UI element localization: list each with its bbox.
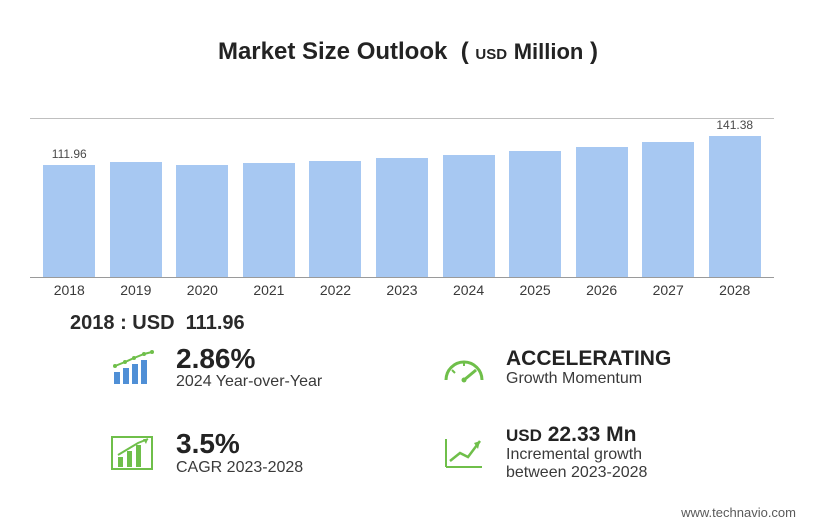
bar-col: 141.38 — [701, 136, 768, 277]
stat-incremental-amount: 22.33 Mn — [548, 423, 637, 446]
arrow-up-icon — [440, 433, 488, 473]
bar — [110, 162, 162, 277]
stats-grid: 2.86% 2024 Year-over-Year ACCELERATING G… — [110, 344, 750, 482]
baseline-text: 2018 : USD 111.96 — [70, 312, 245, 335]
bar-col — [502, 151, 569, 278]
bar — [576, 147, 628, 278]
growth-chart-icon — [110, 433, 158, 473]
baseline-year: 2018 — [70, 312, 115, 334]
bar-col — [435, 155, 502, 278]
bar — [443, 155, 495, 278]
title-unit: Million — [514, 39, 584, 64]
bar — [176, 165, 228, 278]
x-tick: 2028 — [701, 282, 768, 298]
stat-incremental-prefix: USD — [506, 426, 542, 445]
x-tick: 2019 — [103, 282, 170, 298]
bar-col — [635, 142, 702, 278]
bar-value-label: 111.96 — [52, 147, 87, 161]
x-tick: 2018 — [36, 282, 103, 298]
stat-incremental-label1: Incremental growth — [506, 446, 647, 464]
bar-col — [369, 158, 436, 277]
stat-incremental-text: USD 22.33 Mn Incremental growth between … — [506, 423, 647, 482]
title-main: Market Size Outlook — [218, 38, 447, 65]
stat-incremental-value: USD 22.33 Mn — [506, 423, 647, 446]
x-tick: 2023 — [369, 282, 436, 298]
bar-col — [103, 162, 170, 277]
stat-yoy-value: 2.86% — [176, 344, 322, 373]
stat-yoy: 2.86% 2024 Year-over-Year — [110, 344, 420, 391]
bar — [309, 161, 361, 277]
stat-incremental-label2: between 2023-2028 — [506, 464, 647, 482]
x-tick: 2020 — [169, 282, 236, 298]
bar-col — [169, 165, 236, 278]
x-tick: 2021 — [236, 282, 303, 298]
baseline-value: 111.96 — [186, 312, 245, 334]
bar — [43, 165, 95, 277]
bar — [243, 163, 295, 277]
bar-col — [236, 163, 303, 277]
bar-value-label: 141.38 — [716, 118, 753, 132]
stat-yoy-label: 2024 Year-over-Year — [176, 373, 322, 391]
baseline-sep: : — [120, 312, 127, 334]
baseline-currency: USD — [132, 312, 174, 334]
x-tick: 2022 — [302, 282, 369, 298]
bar — [509, 151, 561, 278]
stat-yoy-text: 2.86% 2024 Year-over-Year — [176, 344, 322, 391]
gauge-icon — [440, 348, 488, 388]
x-tick: 2026 — [568, 282, 635, 298]
bar-col — [302, 161, 369, 277]
bars-container: 111.96 141.38 — [30, 118, 774, 277]
stat-cagr-label: CAGR 2023-2028 — [176, 459, 303, 477]
bar-chart: 111.96 141.38 — [30, 118, 774, 278]
footer-source: www.technavio.com — [681, 505, 796, 520]
bar-trend-icon — [110, 348, 158, 388]
stat-cagr: 3.5% CAGR 2023-2028 — [110, 423, 420, 482]
x-tick: 2027 — [635, 282, 702, 298]
x-axis: 2018201920202021202220232024202520262027… — [30, 282, 774, 298]
bar-col: 111.96 — [36, 165, 103, 277]
stat-cagr-value: 3.5% — [176, 429, 303, 458]
bar — [642, 142, 694, 278]
page-title: Market Size Outlook ( USD Million ) — [0, 0, 816, 66]
x-tick: 2024 — [435, 282, 502, 298]
bar — [709, 136, 761, 277]
stat-cagr-text: 3.5% CAGR 2023-2028 — [176, 429, 303, 476]
stat-momentum-text: ACCELERATING Growth Momentum — [506, 347, 671, 388]
stat-incremental: USD 22.33 Mn Incremental growth between … — [440, 423, 750, 482]
stat-momentum-label: Growth Momentum — [506, 370, 671, 388]
stat-momentum: ACCELERATING Growth Momentum — [440, 344, 750, 391]
x-tick: 2025 — [502, 282, 569, 298]
title-usd: USD — [475, 46, 507, 63]
bar — [376, 158, 428, 277]
stat-momentum-value: ACCELERATING — [506, 347, 671, 370]
bar-col — [568, 147, 635, 278]
